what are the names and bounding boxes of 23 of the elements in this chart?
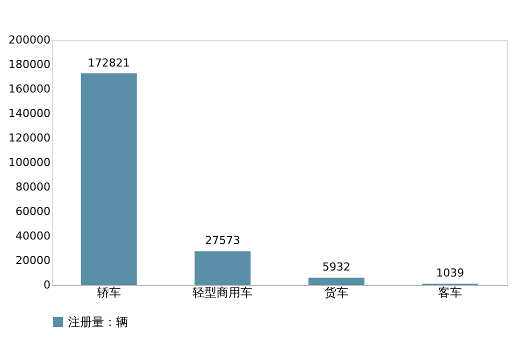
- bar: [308, 278, 364, 285]
- bar: [80, 73, 137, 285]
- x-tick-label: 货车: [324, 286, 348, 300]
- y-tick-label: 100000: [8, 156, 50, 169]
- legend-label: 注册量：辆: [68, 315, 128, 329]
- y-tick-label: 80000: [16, 180, 50, 194]
- y-tick-label: 20000: [16, 254, 50, 267]
- data-label: 27573: [205, 234, 240, 248]
- data-label: 172821: [88, 56, 130, 70]
- y-tick-label: 180000: [8, 58, 50, 71]
- y-tick-label: 40000: [16, 230, 50, 242]
- y-tick-label: 120000: [8, 132, 50, 144]
- x-tick-label: 轻型商用车: [192, 286, 253, 300]
- y-tick-label: 160000: [8, 82, 50, 96]
- data-label: 5932: [322, 260, 350, 274]
- data-label: 1039: [436, 266, 464, 280]
- y-tick-label: 200000: [8, 34, 50, 46]
- x-tick-label: 客车: [438, 286, 462, 300]
- y-tick-label: 140000: [8, 107, 50, 120]
- x-tick-label: 轿车: [96, 286, 121, 300]
- y-tick-label: 60000: [16, 205, 50, 218]
- y-tick-label: 0: [44, 278, 50, 292]
- bar: [194, 251, 251, 285]
